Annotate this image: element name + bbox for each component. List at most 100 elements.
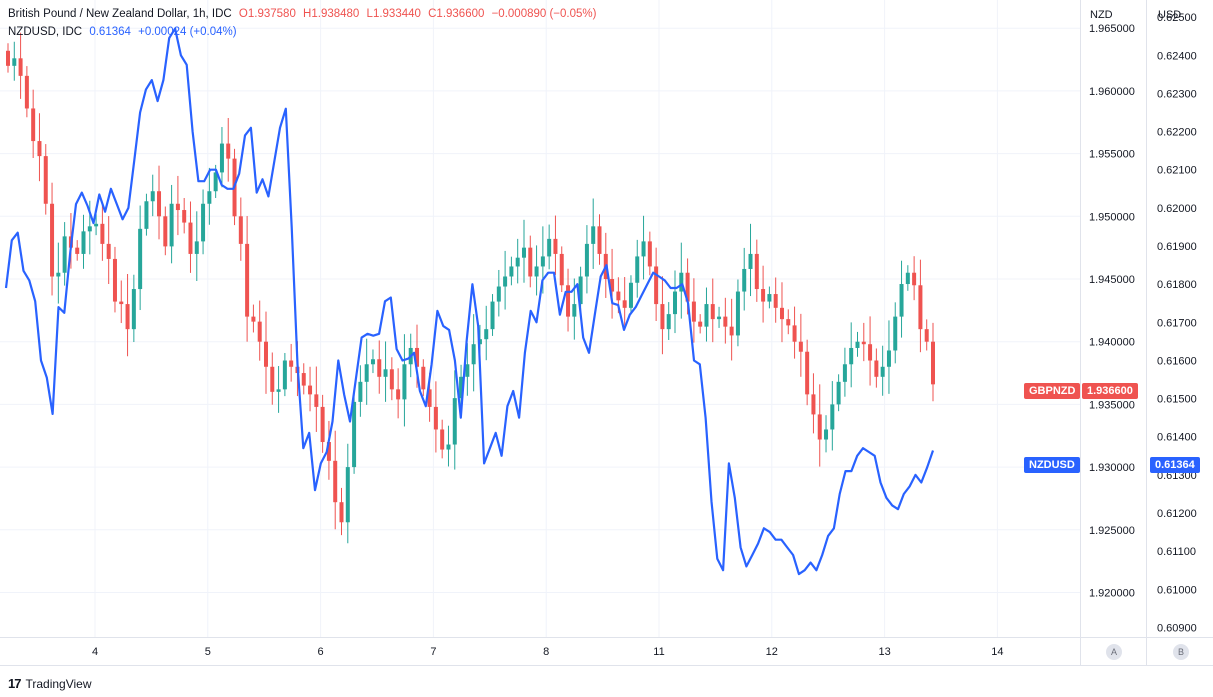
candle-body (263, 341, 268, 367)
candle-body (742, 268, 747, 292)
candle-body (106, 243, 111, 259)
candle-body (427, 389, 432, 407)
candle-body (188, 222, 193, 254)
candle-body (534, 266, 539, 277)
time-tick-label: 12 (766, 646, 778, 658)
candle-body (622, 300, 627, 308)
candle-body (515, 257, 520, 267)
candle-body (37, 141, 42, 157)
nzdusd-tick-label: 0.62100 (1157, 165, 1197, 177)
candle-body (767, 294, 772, 302)
candle-body (81, 231, 86, 254)
candle-body (383, 369, 388, 377)
tradingview-logo-icon: 17 (8, 676, 22, 691)
nzdusd-tick-label: 0.62500 (1157, 12, 1197, 24)
candle-body (440, 429, 445, 450)
candle-body (6, 50, 10, 66)
candle-body (138, 228, 143, 290)
main-series-title: British Pound / New Zealand Dollar, 1h, … (8, 8, 232, 20)
gbpnzd-tick-label: 1.920000 (1089, 587, 1135, 599)
candle-body (717, 316, 722, 320)
tradingview-branding[interactable]: 17 TradingView (8, 676, 92, 691)
candle-body (547, 238, 552, 257)
nzdusd-tick-label: 0.62400 (1157, 50, 1197, 62)
nzdusd-tick-label: 0.60900 (1157, 622, 1197, 634)
candle-body (647, 241, 652, 267)
candle-body (75, 247, 80, 254)
nzdusd-tick-label: 0.62000 (1157, 203, 1197, 215)
nzdusd-axis-ticks: 0.62500 0.62400 0.62300 0.62200 0.62100 0.620… (1157, 12, 1197, 634)
candle-body (572, 304, 577, 317)
candle-body (12, 58, 17, 66)
candle-body (798, 341, 803, 352)
gbpnzd-tick-label: 1.960000 (1089, 86, 1135, 98)
candle-body (874, 360, 879, 377)
candle-body (666, 314, 671, 330)
candle-body (698, 321, 703, 327)
time-tick-label: 13 (878, 646, 890, 658)
auto-scale-button[interactable]: A (1106, 644, 1122, 660)
gbpnzd-tick-label: 1.965000 (1089, 23, 1135, 35)
gbpnzd-tick-label: 1.935000 (1089, 399, 1135, 411)
candle-body (112, 258, 117, 302)
candle-body (660, 304, 665, 330)
candle-body (748, 253, 753, 269)
time-tick-label: 8 (543, 646, 549, 658)
overlay-series-legend: NZDUSD, IDC 0.61364 +0.00024 (+0.04%) (8, 26, 241, 38)
candle-body (641, 241, 646, 257)
candle-body (18, 58, 23, 76)
candle-body (842, 364, 847, 382)
candle-body (333, 460, 338, 503)
time-tick-label: 11 (653, 646, 664, 658)
candle-body (194, 241, 199, 254)
candle-body (509, 266, 514, 277)
candle-body (761, 289, 766, 302)
nzdusd-tick-label: 0.61400 (1157, 432, 1197, 444)
candle-body (685, 272, 690, 302)
nzdusd-tick-label: 0.61700 (1157, 317, 1197, 329)
nzdusd-tick-label: 0.62300 (1157, 88, 1197, 100)
candle-body (396, 389, 401, 400)
candle-body (213, 172, 218, 192)
low-value: L1.933440 (366, 8, 421, 20)
candle-body (433, 406, 438, 430)
candle-body (94, 223, 99, 227)
candle-body (886, 350, 891, 367)
gbpnzd-tick-label: 1.945000 (1089, 274, 1135, 286)
candle-body (893, 316, 898, 351)
candle-body (282, 360, 287, 390)
candle-body (635, 256, 640, 283)
candle-body (465, 364, 470, 377)
secondary-scale-button[interactable]: B (1173, 644, 1189, 660)
candle-body (735, 291, 740, 336)
candle-body (43, 156, 48, 204)
candle-body (786, 319, 791, 326)
nzdusd-tick-label: 0.61900 (1157, 241, 1197, 253)
candle-body (370, 359, 375, 365)
open-value: O1.937580 (238, 8, 296, 20)
candle-body (899, 284, 904, 317)
candle-body (521, 247, 526, 258)
gbpnzd-tick-label: 1.955000 (1089, 149, 1135, 161)
candle-body (855, 341, 860, 348)
candle-body (553, 238, 558, 254)
time-axis-ticks: 4 5 6 7 8 11 12 13 14 (92, 646, 1004, 658)
candle-body (691, 301, 696, 322)
candle-body (56, 272, 61, 277)
candle-body (377, 359, 382, 377)
overlay-value: 0.61364 (89, 26, 131, 38)
gbpnzd-name-tag: GBPNZD (1024, 383, 1081, 399)
gbpnzd-tick-label: 1.930000 (1089, 462, 1135, 474)
candle-body (912, 272, 917, 286)
candle-body (471, 344, 476, 365)
gbpnzd-tick-label: 1.950000 (1089, 211, 1135, 223)
candle-body (308, 385, 313, 395)
candle-body (679, 272, 684, 292)
candle-body (836, 381, 841, 405)
candle-body (496, 286, 501, 302)
candle-body (339, 502, 344, 523)
candle-body (610, 279, 615, 292)
candle-body (446, 444, 451, 450)
nzdusd-tick-label: 0.61800 (1157, 279, 1197, 291)
